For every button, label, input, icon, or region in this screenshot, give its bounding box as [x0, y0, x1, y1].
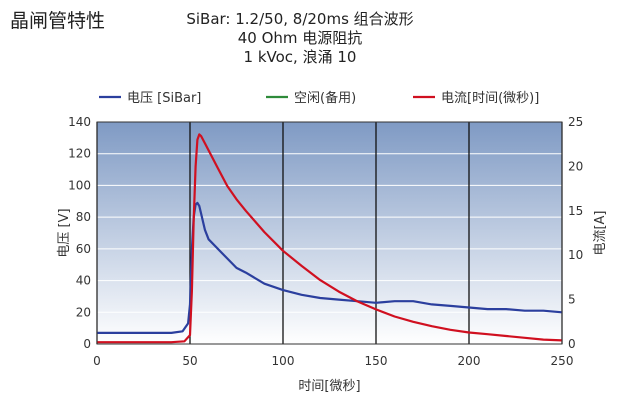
y2-tick-label: 25	[568, 115, 583, 129]
y2-tick-label: 15	[568, 204, 583, 218]
x-axis-label: 时间[微秒]	[298, 379, 360, 394]
x-tick-label: 250	[551, 354, 574, 368]
current-series-line	[97, 133, 563, 344]
y-tick-label: 40	[76, 274, 91, 288]
legend-label: 电压 [SiBar]	[127, 91, 201, 106]
y2-tick-label: 20	[568, 159, 583, 173]
y2-tick-label: 10	[568, 248, 583, 262]
series-layer	[97, 133, 563, 344]
legend-label: 电流[时间(微秒)]	[441, 91, 539, 106]
x-tick-label: 200	[458, 354, 481, 368]
legend-label: 空闲(备用)	[294, 90, 356, 106]
x-tick-label: 150	[365, 354, 388, 368]
axes-layer: 0 50 100 150 200 250 0 20 40 60 80 100 120 140 0 5 10 15 2…	[57, 115, 608, 394]
y-tick-label: 140	[68, 115, 91, 129]
chart-title-line-2: 40 Ohm 电源阻抗	[237, 29, 363, 47]
y-tick-label: 0	[83, 337, 91, 351]
y-axis-label: 电压 [V]	[57, 208, 72, 257]
y-tick-label: 100	[68, 178, 91, 192]
plot-area	[97, 122, 562, 344]
x-tick-label: 0	[93, 354, 101, 368]
chart-title-line-3: 1 kVoc, 浪涌 10	[243, 48, 357, 66]
page-heading: 晶闸管特性	[10, 10, 106, 32]
legend-item-current: 电流[时间(微秒)]	[413, 91, 539, 106]
y-tick-label: 120	[68, 147, 91, 161]
x-tick-label: 50	[182, 354, 197, 368]
y-tick-label: 80	[76, 210, 91, 224]
chart-legend: 电压 [SiBar] 空闲(备用) 电流[时间(微秒)]	[99, 90, 539, 106]
plot-border	[96, 121, 563, 345]
chart-title-block: SiBar: 1.2/50, 8/20ms 组合波形 40 Ohm 电源阻抗 1…	[150, 10, 450, 67]
y2-tick-label: 0	[568, 337, 576, 351]
chart-title-line-1: SiBar: 1.2/50, 8/20ms 组合波形	[186, 10, 414, 28]
y-tick-label: 60	[76, 242, 91, 256]
legend-item-voltage: 电压 [SiBar]	[99, 91, 201, 106]
y2-axis-label: 电流[A]	[593, 210, 608, 255]
voltage-series-line	[97, 201, 563, 334]
x-tick-label: 100	[272, 354, 295, 368]
legend-item-idle: 空闲(备用)	[266, 90, 356, 106]
y2-tick-label: 5	[568, 293, 576, 307]
y-tick-label: 20	[76, 305, 91, 319]
